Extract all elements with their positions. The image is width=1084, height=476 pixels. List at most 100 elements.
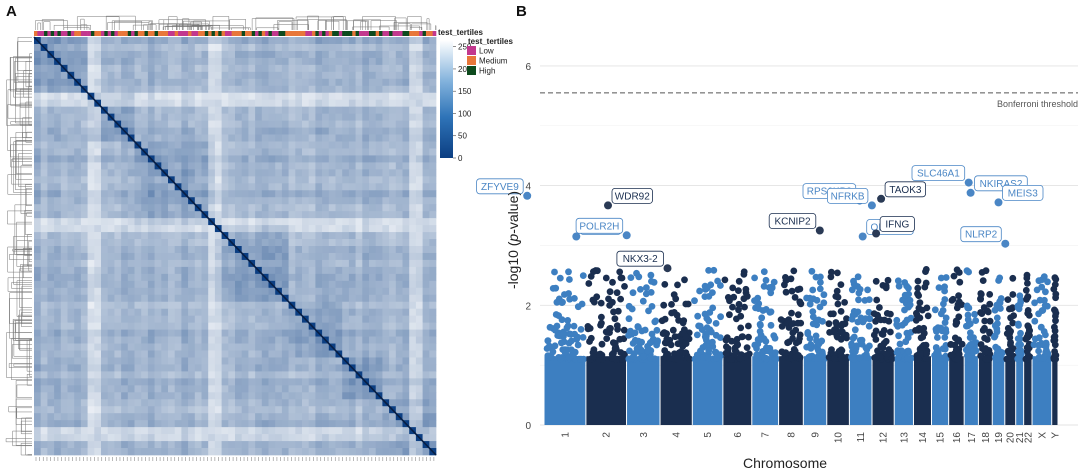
heatmap-cell bbox=[174, 280, 182, 289]
heatmap-cell bbox=[302, 343, 310, 351]
heatmap-cell bbox=[34, 106, 42, 114]
heatmap-cell bbox=[174, 169, 182, 177]
heatmap-cell bbox=[395, 155, 403, 163]
heatmap-cell bbox=[147, 197, 155, 205]
heatmap-cell bbox=[161, 162, 169, 170]
dendrogram-branch bbox=[37, 22, 41, 30]
heatmap-cell bbox=[60, 239, 68, 247]
heatmap-cell bbox=[168, 141, 176, 149]
heatmap-cell bbox=[268, 315, 276, 323]
heatmap-cell bbox=[308, 141, 316, 149]
data-point bbox=[625, 302, 633, 310]
heatmap-cell bbox=[161, 385, 169, 393]
heatmap-cell bbox=[415, 37, 423, 45]
heatmap-cell bbox=[342, 120, 350, 128]
heatmap-cell bbox=[241, 92, 249, 101]
heatmap-cell bbox=[429, 120, 437, 128]
heatmap-cell bbox=[40, 448, 48, 456]
heatmap-cell bbox=[154, 273, 162, 282]
heatmap-cell bbox=[94, 322, 102, 330]
heatmap-cell bbox=[429, 141, 437, 149]
heatmap-cell bbox=[147, 364, 155, 372]
annotation-cell bbox=[379, 31, 383, 36]
heatmap-cell bbox=[34, 64, 42, 73]
data-point bbox=[915, 355, 922, 363]
heatmap-cell bbox=[174, 252, 182, 261]
heatmap-cell bbox=[74, 273, 82, 282]
heatmap-cell bbox=[382, 50, 390, 59]
heatmap-cell bbox=[134, 211, 142, 219]
heatmap-cell bbox=[114, 294, 122, 303]
heatmap-cell bbox=[389, 176, 397, 184]
heatmap-cell bbox=[248, 197, 256, 205]
heatmap-cell bbox=[241, 176, 249, 184]
heatmap-cell bbox=[308, 71, 316, 80]
heatmap-cell bbox=[181, 183, 189, 191]
data-point bbox=[571, 330, 578, 338]
heatmap-cell bbox=[362, 204, 370, 212]
data-point bbox=[832, 319, 840, 326]
heatmap-cell bbox=[402, 232, 410, 240]
heatmap-cell bbox=[308, 308, 316, 317]
heatmap-cell bbox=[107, 392, 115, 400]
heatmap-cell bbox=[134, 280, 142, 289]
heatmap-cell bbox=[174, 113, 182, 121]
heatmap-cell bbox=[208, 308, 216, 317]
heatmap-cell bbox=[208, 322, 216, 330]
heatmap-cell bbox=[422, 190, 430, 198]
heatmap-cell bbox=[395, 259, 403, 268]
heatmap-cell bbox=[147, 336, 155, 344]
heatmap-cell bbox=[114, 259, 122, 268]
heatmap-cell bbox=[214, 141, 222, 149]
heatmap-cell bbox=[34, 78, 42, 87]
heatmap-cell bbox=[114, 43, 122, 52]
heatmap-cell bbox=[275, 357, 283, 365]
heatmap-cell bbox=[348, 155, 356, 163]
heatmap-cell bbox=[74, 413, 82, 421]
heatmap-cell bbox=[235, 43, 243, 52]
heatmap-cell bbox=[422, 176, 430, 184]
annotation-cell bbox=[131, 31, 135, 36]
heatmap-cell bbox=[228, 343, 236, 351]
annotation-cell bbox=[355, 31, 360, 36]
heatmap-cell bbox=[348, 169, 356, 177]
heatmap-cell bbox=[194, 120, 202, 128]
heatmap-cell bbox=[94, 371, 102, 379]
heatmap-cell bbox=[141, 420, 149, 428]
heatmap-cell bbox=[415, 392, 423, 400]
heatmap-cell bbox=[47, 371, 55, 379]
dendrogram-branch bbox=[53, 24, 91, 30]
heatmap-cell bbox=[134, 287, 142, 296]
heatmap-cell bbox=[235, 294, 243, 303]
heatmap-cell bbox=[74, 364, 82, 372]
heatmap-cell bbox=[60, 266, 68, 275]
heatmap-cell bbox=[308, 350, 316, 358]
heatmap-cell bbox=[208, 434, 216, 442]
heatmap-cell bbox=[235, 211, 243, 219]
heatmap-cell bbox=[181, 427, 189, 435]
heatmap-cell bbox=[315, 385, 323, 393]
heatmap-cell bbox=[342, 113, 350, 121]
data-point bbox=[577, 326, 585, 333]
heatmap-cell bbox=[375, 252, 383, 261]
heatmap-cell bbox=[241, 434, 249, 442]
heatmap-cell bbox=[67, 169, 75, 177]
heatmap-cell bbox=[141, 259, 149, 268]
heatmap-cell bbox=[127, 246, 135, 254]
heatmap-cell bbox=[47, 329, 55, 337]
heatmap-cell bbox=[134, 448, 142, 456]
heatmap-cell bbox=[80, 120, 88, 128]
heatmap-cell bbox=[402, 406, 410, 414]
heatmap-cell bbox=[114, 37, 122, 45]
heatmap-cell bbox=[228, 399, 236, 407]
heatmap-cell bbox=[147, 141, 155, 149]
data-point bbox=[795, 352, 802, 359]
heatmap-cell bbox=[275, 259, 283, 268]
heatmap-cell bbox=[168, 127, 176, 135]
annotation-cell bbox=[144, 31, 149, 36]
heatmap-cell bbox=[429, 266, 437, 275]
heatmap-cell bbox=[67, 85, 75, 94]
heatmap-cell bbox=[201, 197, 209, 205]
heatmap-cell bbox=[342, 211, 350, 219]
heatmap-cell bbox=[208, 280, 216, 289]
